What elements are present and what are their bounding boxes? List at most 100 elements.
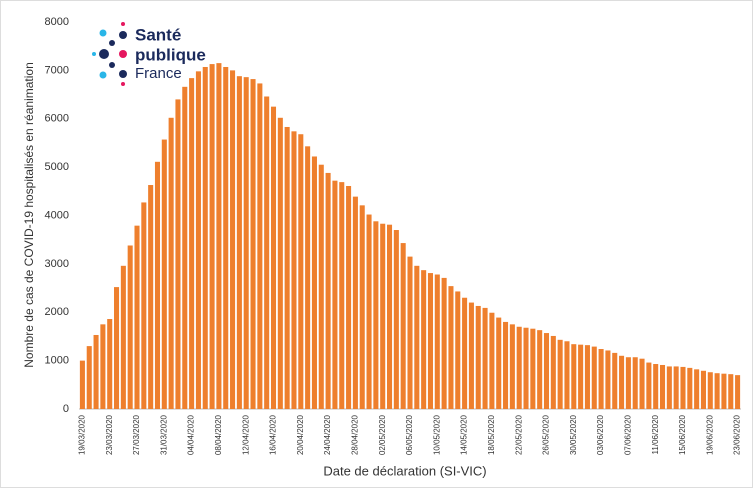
- bar: [366, 214, 372, 409]
- bar: [182, 86, 188, 409]
- bar: [189, 78, 195, 410]
- bar: [735, 375, 741, 409]
- bar: [503, 321, 509, 409]
- bar: [86, 346, 92, 409]
- bar: [305, 146, 311, 410]
- bar: [468, 302, 474, 409]
- bar: [496, 317, 502, 409]
- logo-dot: [109, 40, 115, 46]
- bar: [257, 83, 263, 409]
- bar: [516, 326, 522, 409]
- x-tick-label: 10/05/2020: [432, 414, 441, 455]
- bar: [721, 373, 727, 409]
- logo-dot: [121, 82, 125, 86]
- bar: [393, 230, 399, 409]
- bar: [598, 349, 604, 409]
- bar: [646, 362, 652, 409]
- bar: [243, 77, 249, 410]
- bar: [728, 374, 734, 409]
- x-tick-label: 02/05/2020: [378, 414, 387, 455]
- logo-dot: [99, 71, 107, 79]
- x-tick-label: 12/04/2020: [241, 414, 250, 455]
- x-tick-label: 30/05/2020: [569, 414, 578, 455]
- bar: [475, 305, 481, 409]
- bar: [79, 360, 85, 409]
- bar: [407, 256, 413, 409]
- logo-text: France: [135, 65, 182, 82]
- logo-dot: [99, 49, 109, 59]
- logo-text: Santé: [135, 25, 181, 44]
- x-tick-label: 23/03/2020: [105, 414, 114, 455]
- bar: [114, 287, 120, 409]
- bar: [175, 99, 181, 410]
- x-tick-label: 28/04/2020: [351, 414, 360, 455]
- x-tick-label: 08/04/2020: [214, 414, 223, 455]
- bar: [434, 274, 440, 409]
- y-tick-label: 8000: [45, 16, 69, 28]
- bar: [291, 131, 297, 409]
- bar: [564, 341, 570, 409]
- bar: [639, 358, 645, 409]
- bar: [380, 223, 386, 409]
- y-tick-label: 6000: [45, 113, 69, 125]
- x-tick-label: 06/05/2020: [405, 414, 414, 455]
- bar: [605, 350, 611, 409]
- x-tick-label: 27/03/2020: [132, 414, 141, 455]
- y-tick-label: 1000: [45, 355, 69, 367]
- x-tick-label: 19/03/2020: [78, 414, 87, 455]
- bar: [489, 312, 495, 409]
- x-tick-label: 22/05/2020: [514, 414, 523, 455]
- bar: [264, 96, 270, 409]
- bar: [448, 286, 454, 409]
- y-tick-label: 0: [63, 403, 69, 415]
- bar: [625, 357, 631, 409]
- bar: [352, 196, 358, 409]
- bar: [584, 345, 590, 409]
- logo: Santé publique France: [92, 22, 206, 86]
- logo-dot: [99, 29, 107, 37]
- bar: [250, 79, 256, 410]
- bar: [230, 70, 236, 409]
- bar: [127, 245, 133, 409]
- x-tick-label: 26/05/2020: [542, 414, 551, 455]
- bar: [168, 117, 174, 409]
- y-axis-title: Nombre de cas de COVID-19 hospitalisés e…: [22, 62, 36, 367]
- x-tick-label: 11/06/2020: [651, 414, 660, 454]
- bar: [530, 328, 536, 409]
- x-tick-label: 19/06/2020: [705, 414, 714, 455]
- x-tick-label: 03/06/2020: [596, 414, 605, 455]
- bar: [421, 270, 427, 409]
- bar: [346, 185, 352, 409]
- bar: [107, 319, 113, 409]
- logo-dot: [92, 52, 96, 56]
- bar: [284, 126, 290, 409]
- x-tick-label: 07/06/2020: [624, 414, 633, 455]
- logo-dot: [109, 62, 115, 68]
- bar: [578, 344, 584, 409]
- bar: [700, 370, 706, 409]
- logo-dot: [121, 22, 125, 26]
- bar: [332, 180, 338, 409]
- x-tick-label: 20/04/2020: [296, 414, 305, 455]
- bar: [557, 339, 563, 409]
- bar: [537, 330, 543, 409]
- logo-dot: [119, 31, 127, 39]
- logo-dot: [119, 70, 127, 78]
- bar: [680, 366, 686, 409]
- bar: [414, 265, 420, 409]
- bar: [359, 205, 365, 409]
- bar: [154, 161, 161, 409]
- x-tick-label: 18/05/2020: [487, 414, 496, 455]
- bar: [673, 366, 679, 409]
- bar: [216, 63, 222, 410]
- x-tick-label: 31/03/2020: [159, 414, 168, 455]
- x-tick-label: 04/04/2020: [187, 414, 196, 455]
- bar: [550, 335, 556, 409]
- logo-text: publique: [135, 45, 206, 64]
- x-tick-label: 15/06/2020: [678, 414, 687, 455]
- y-tick-label: 2000: [45, 306, 69, 318]
- bar: [134, 225, 140, 409]
- bar: [209, 64, 215, 410]
- bar: [632, 357, 638, 409]
